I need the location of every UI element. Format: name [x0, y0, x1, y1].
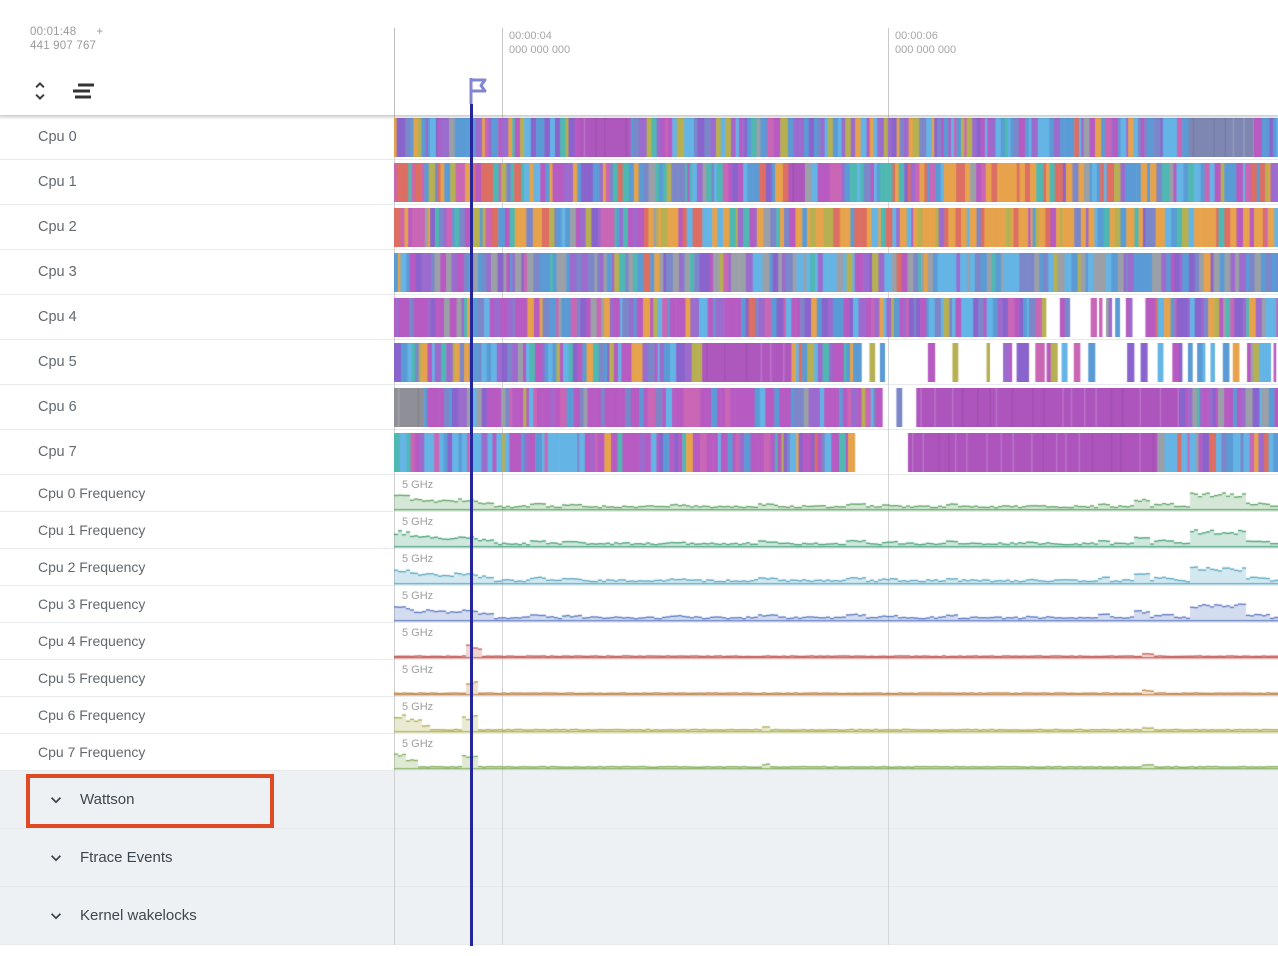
unfold-more-icon[interactable] [28, 78, 52, 104]
freq-track-row: Cpu 6 Frequency 5 GHz [0, 697, 1278, 734]
cpu-slices-canvas[interactable] [394, 253, 1278, 292]
cpu-slices-canvas[interactable] [394, 433, 1278, 472]
track-label[interactable]: Cpu 0 Frequency [0, 475, 394, 511]
cpu-slices-canvas[interactable] [394, 298, 1278, 337]
freq-counter-canvas[interactable] [394, 475, 1278, 511]
freq-value-label: 5 GHz [402, 701, 434, 713]
time-offset-line1: 00:01:48 + [30, 26, 104, 38]
track-label[interactable]: Cpu 7 Frequency [0, 734, 394, 770]
track-label[interactable]: Cpu 6 [0, 385, 394, 429]
group-header[interactable]: Ftrace Events [0, 829, 394, 886]
freq-track-row: Cpu 4 Frequency 5 GHz [0, 623, 1278, 660]
track-label[interactable]: Cpu 3 [0, 250, 394, 294]
flag-icon[interactable] [462, 74, 492, 106]
cpu-slices-canvas[interactable] [394, 388, 1278, 427]
freq-value-label: 5 GHz [402, 553, 434, 565]
freq-track-row: Cpu 5 Frequency 5 GHz [0, 660, 1278, 697]
freq-track-row: Cpu 2 Frequency 5 GHz [0, 549, 1278, 586]
cpu-track-row: Cpu 0 [0, 115, 1278, 160]
cpu-slices-canvas[interactable] [394, 118, 1278, 157]
freq-value-label: 5 GHz [402, 664, 434, 676]
freq-track-row: Cpu 3 Frequency 5 GHz [0, 586, 1278, 623]
freq-counter-canvas[interactable] [394, 734, 1278, 770]
chevron-down-icon[interactable] [46, 790, 66, 810]
freq-value-label: 5 GHz [402, 590, 434, 602]
time-offset-line2: 441 907 767 [30, 40, 97, 52]
track-label[interactable]: Cpu 1 Frequency [0, 512, 394, 548]
ruler-left-edge [394, 28, 395, 115]
ruler-tick-label: 00:00:06 000 000 000 [895, 30, 957, 56]
freq-value-label: 5 GHz [402, 516, 434, 528]
track-label[interactable]: Cpu 6 Frequency [0, 697, 394, 733]
track-label[interactable]: Cpu 5 [0, 340, 394, 384]
cpu-slices-canvas[interactable] [394, 163, 1278, 202]
timeline-header: 00:01:48 + 441 907 767 00:00:04 000 000 00… [0, 0, 1278, 115]
time-offset: 00:01:48 + 441 907 767 [30, 25, 103, 53]
group-label: Kernel wakelocks [80, 907, 197, 924]
chevron-down-icon[interactable] [46, 848, 66, 868]
freq-track-group: Cpu 0 Frequency 5 GHz Cpu 1 Frequency 5 GHz… [0, 475, 1278, 771]
time-ruler[interactable]: 00:00:04 000 000 000 00:00:06 000 000 000 [394, 0, 1278, 115]
freq-counter-canvas[interactable] [394, 586, 1278, 622]
cpu-track-row: Cpu 3 [0, 250, 1278, 295]
group-header[interactable]: Kernel wakelocks [0, 887, 394, 944]
track-label[interactable]: Cpu 7 [0, 430, 394, 474]
track-label[interactable]: Cpu 5 Frequency [0, 660, 394, 696]
cpu-track-row: Cpu 1 [0, 160, 1278, 205]
time-offset-plus: + [96, 26, 104, 38]
group-label: Ftrace Events [80, 849, 173, 866]
group-row-ftrace-events[interactable]: Ftrace Events [0, 829, 1278, 887]
cpu-track-group: Cpu 0 Cpu 1 Cpu 2 Cpu 3 Cpu 4 Cpu 5 Cpu 6 Cpu 7 [0, 115, 1278, 475]
freq-track-row: Cpu 1 Frequency 5 GHz [0, 512, 1278, 549]
track-label[interactable]: Cpu 2 [0, 205, 394, 249]
track-label[interactable]: Cpu 3 Frequency [0, 586, 394, 622]
track-label[interactable]: Cpu 0 [0, 115, 394, 159]
collapsed-groups: Wattson Ftrace Events Kernel wakelocks [0, 771, 1278, 945]
freq-counter-canvas[interactable] [394, 660, 1278, 696]
track-area: Cpu 0 Cpu 1 Cpu 2 Cpu 3 Cpu 4 Cpu 5 Cpu 6 Cpu 7… [0, 115, 1278, 945]
group-header[interactable]: Wattson [0, 771, 394, 828]
track-filter-icon[interactable] [66, 79, 98, 103]
group-row-wattson[interactable]: Wattson [0, 771, 1278, 829]
ruler-tick: 00:00:06 000 000 000 [888, 28, 956, 115]
freq-value-label: 5 GHz [402, 479, 434, 491]
freq-counter-canvas[interactable] [394, 549, 1278, 585]
ruler-tick: 00:00:04 000 000 000 [502, 28, 570, 115]
track-label[interactable]: Cpu 4 Frequency [0, 623, 394, 659]
ruler-tick-label: 00:00:04 000 000 000 [509, 30, 571, 56]
cpu-track-row: Cpu 5 [0, 340, 1278, 385]
cpu-slices-canvas[interactable] [394, 208, 1278, 247]
group-label: Wattson [80, 791, 135, 808]
freq-counter-canvas[interactable] [394, 512, 1278, 548]
cpu-track-row: Cpu 7 [0, 430, 1278, 475]
track-label[interactable]: Cpu 2 Frequency [0, 549, 394, 585]
track-label[interactable]: Cpu 4 [0, 295, 394, 339]
freq-value-label: 5 GHz [402, 627, 434, 639]
cpu-slices-canvas[interactable] [394, 343, 1278, 382]
freq-counter-canvas[interactable] [394, 623, 1278, 659]
cpu-track-row: Cpu 6 [0, 385, 1278, 430]
freq-track-row: Cpu 0 Frequency 5 GHz [0, 475, 1278, 512]
freq-value-label: 5 GHz [402, 738, 434, 750]
freq-track-row: Cpu 7 Frequency 5 GHz [0, 734, 1278, 771]
freq-counter-canvas[interactable] [394, 697, 1278, 733]
group-row-kernel-wakelocks[interactable]: Kernel wakelocks [0, 887, 1278, 945]
cpu-track-row: Cpu 2 [0, 205, 1278, 250]
cpu-track-row: Cpu 4 [0, 295, 1278, 340]
marker-line[interactable] [470, 104, 473, 946]
track-label[interactable]: Cpu 1 [0, 160, 394, 204]
chevron-down-icon[interactable] [46, 906, 66, 926]
